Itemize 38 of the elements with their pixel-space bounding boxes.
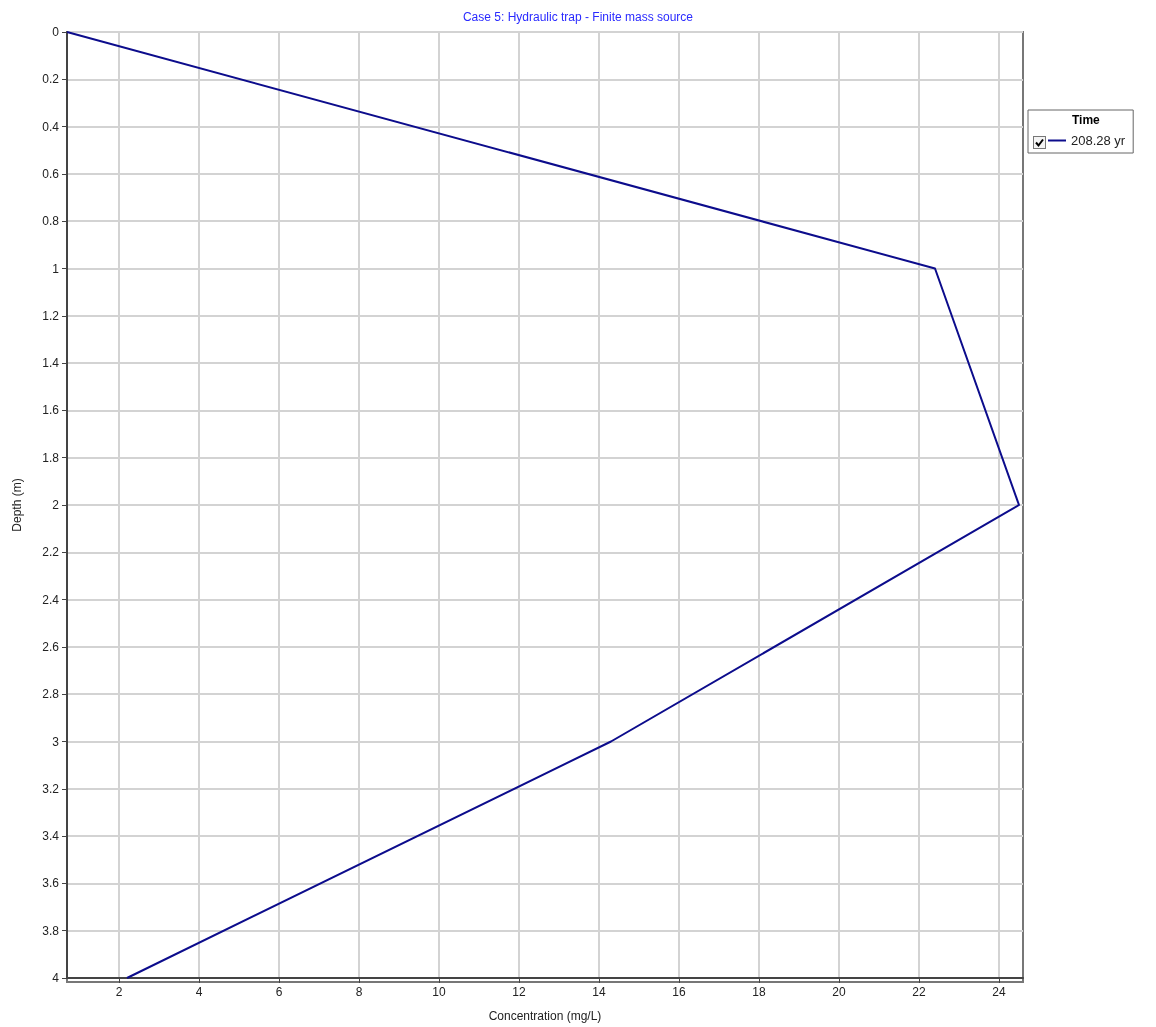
y-tick-label: 3 [52, 734, 60, 749]
y-tick-label: 3.6 [42, 876, 60, 891]
x-tick-label: 8 [355, 985, 363, 999]
y-tick-label: 0 [52, 25, 60, 39]
x-tick-label: 18 [752, 985, 766, 999]
y-tick-label: 2.6 [42, 639, 60, 654]
y-tick-label: 2.8 [42, 687, 60, 702]
y-tick-label: 1.8 [42, 450, 60, 465]
y-tick-label: 0.2 [42, 72, 60, 87]
y-tick-label: 3.8 [42, 923, 60, 938]
x-tick-label: 16 [672, 985, 686, 999]
y-tick-label: 1 [52, 261, 60, 276]
x-tick-label: 10 [432, 985, 446, 999]
y-tick-label: 4 [52, 971, 60, 985]
x-tick-label: 4 [195, 985, 203, 999]
y-tick-label: 1.6 [42, 403, 60, 418]
y-tick-label: 0.4 [42, 119, 60, 134]
x-tick-label: 24 [992, 985, 1006, 999]
y-tick-label: 1.2 [42, 308, 60, 323]
y-tick-label: 2.4 [42, 592, 60, 607]
chart-title: Case 5: Hydraulic trap - Finite mass source [462, 10, 694, 24]
y-tick-label: 2.2 [42, 545, 60, 560]
x-tick-label: 2 [115, 985, 123, 999]
y-tick-label: 3.4 [42, 829, 60, 844]
y-tick-label: 3.2 [42, 781, 60, 796]
y-tick-label: 0.8 [42, 214, 60, 229]
y-tick-label: 1.4 [42, 356, 60, 371]
y-tick-label: 2 [52, 498, 60, 512]
x-tick-label: 6 [275, 985, 283, 999]
y-axis-title: Depth (m) [10, 478, 24, 532]
legend-label: 208.28 yr [1071, 133, 1126, 148]
x-tick-label: 12 [512, 985, 526, 999]
x-tick-label: 14 [592, 985, 606, 999]
y-tick-label: 0.6 [42, 166, 60, 181]
legend-title: Time [1072, 113, 1101, 127]
x-tick-label: 20 [832, 985, 846, 999]
x-tick-label: 22 [912, 985, 926, 999]
x-axis-title: Concentration (mg/L) [488, 1009, 602, 1023]
